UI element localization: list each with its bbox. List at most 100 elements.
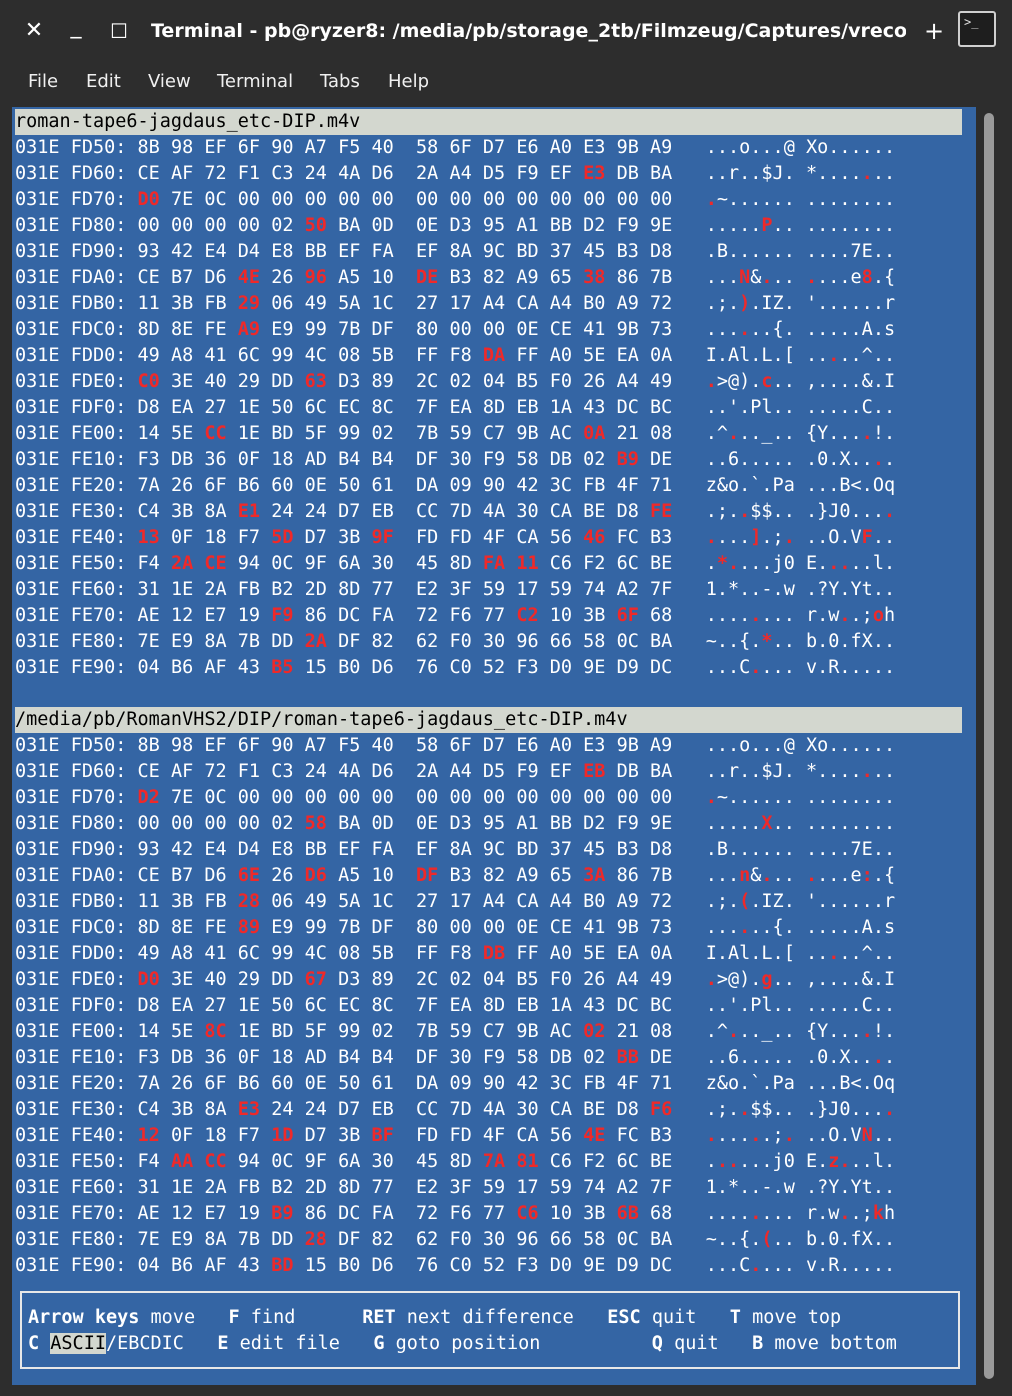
hex-byte: 2C [416,371,439,392]
ascii-column: ...N&... ....e8.{ [705,267,896,288]
hex-byte: 02 [449,969,472,990]
hex-byte: D7 [304,527,327,548]
hex-byte-diff: B9 [271,1203,294,1224]
hex-byte: 9B [616,137,639,158]
hex-byte: 0F [237,449,261,470]
hex-byte: 04 [137,657,160,678]
hex-byte: 2A [204,579,227,600]
hex-byte: E6 [516,137,539,158]
hex-byte: 00 [449,189,472,210]
hex-byte: 43 [583,995,606,1016]
hex-byte: 95 [482,215,506,236]
hex-byte: FA [371,241,394,262]
maximize-icon[interactable]: ☐ [110,19,128,43]
hex-row: 031E FE80: 7E E9 8A 7B DD 28 DF 82 62 F0… [15,1227,895,1253]
hex-byte: 60 [271,1073,294,1094]
hex-row: 031E FE40: 12 0F 18 F7 1D D7 3B BF FD FD… [15,1123,895,1149]
help-key: F [228,1307,240,1328]
hex-byte: 43 [237,657,261,678]
menu-tabs[interactable]: Tabs [320,71,360,92]
hex-byte: D8 [137,995,160,1016]
menu-file[interactable]: File [28,71,59,92]
ascii-column: .^..._.. {Y....!. [705,423,896,444]
hex-row: 031E FD70: D2 7E 0C 00 00 00 00 00 00 00… [15,785,895,811]
terminal-view[interactable]: roman-tape6-jagdaus_etc-DIP.m4v 031E FD5… [12,107,976,1385]
hex-byte: 41 [204,943,227,964]
hex-byte: 62 [416,631,439,652]
hex-address: 031E FE10: [15,449,127,470]
hex-address: 031E FD90: [15,241,127,262]
hex-byte: 59 [449,423,472,444]
hex-byte: BE [583,501,606,522]
hex-byte: F9 [616,215,639,236]
hex-byte: CA [516,527,539,548]
hex-byte: C0 [449,657,472,678]
hex-byte: 9B [616,319,639,340]
hex-byte: 98 [170,137,194,158]
hex-byte: CA [549,1099,573,1120]
hex-byte: BA [650,761,673,782]
menu-view[interactable]: View [148,71,191,92]
hex-byte: 08 [338,345,361,366]
hex-byte: 9F [304,553,327,574]
hex-byte: 59 [449,1021,472,1042]
hex-byte-diff: E3 [583,163,606,184]
hex-byte: 72 [650,293,673,314]
hex-byte: 7F [416,995,439,1016]
hex-byte: 58 [416,735,439,756]
hex-byte: 19 [237,1203,261,1224]
hex-byte: AF [204,1255,227,1276]
hex-byte: 00 [516,189,539,210]
hex-byte: 26 [170,475,194,496]
hex-byte: A4 [449,761,472,782]
hex-byte: BC [650,397,673,418]
hex-byte: 72 [650,891,673,912]
new-tab-icon[interactable]: + [923,17,945,45]
hex-byte: FB [237,1177,261,1198]
hex-byte: 17 [449,293,472,314]
hex-byte: 00 [271,189,294,210]
hex-byte: FD [449,1125,472,1146]
hex-byte-diff: 28 [304,1229,327,1250]
hex-byte: 30 [449,1047,472,1068]
hex-byte: 77 [482,605,506,626]
hex-byte: 41 [583,917,606,938]
hex-byte: FB [583,475,606,496]
hex-byte: FC [616,527,639,548]
menu-edit[interactable]: Edit [86,71,121,92]
hex-byte: 77 [371,579,394,600]
hex-address: 031E FE60: [15,1177,127,1198]
menu-terminal[interactable]: Terminal [217,71,294,92]
hex-byte: 6F [237,735,261,756]
hex-row: 031E FE70: AE 12 E7 19 F9 86 DC FA 72 F6… [15,603,895,629]
hex-byte: 27 [416,293,439,314]
close-icon[interactable]: ✕ [24,18,44,43]
hex-byte: CA [549,501,573,522]
hex-byte: 49 [650,969,673,990]
hex-byte: 65 [549,267,573,288]
hex-byte: DA [416,1073,439,1094]
hex-byte: 00 [482,319,506,340]
hex-byte: 6C [616,1151,639,1172]
hex-byte: 1E [237,423,261,444]
ascii-column: ...o...@ Xo...... [705,735,896,756]
hex-byte: 7A [137,475,160,496]
hex-row: 031E FD90: 93 42 E4 D4 E8 BB EF FA EF 8A… [15,837,895,863]
hex-byte: A0 [549,943,573,964]
hex-byte: 02 [371,1021,394,1042]
hex-byte: 72 [416,605,439,626]
hex-byte: A9 [516,267,539,288]
scrollbar[interactable] [978,107,1000,1385]
menu-help[interactable]: Help [388,71,430,92]
hex-row: 031E FE10: F3 DB 36 0F 18 AD B4 B4 DF 30… [15,1045,895,1071]
hex-byte: DB [549,1047,573,1068]
scrollbar-thumb[interactable] [984,113,994,1379]
hex-byte-diff: FE [650,501,673,522]
hex-byte: 1E [237,995,261,1016]
hex-byte: 0A [650,345,673,366]
hex-byte: 6C [237,943,261,964]
minimize-icon[interactable]: _ [70,14,82,39]
hex-byte-diff: 58 [304,813,327,834]
file-header-2: /media/pb/RomanVHS2/DIP/roman-tape6-jagd… [15,707,962,733]
hex-address: 031E FDD0: [15,345,127,366]
